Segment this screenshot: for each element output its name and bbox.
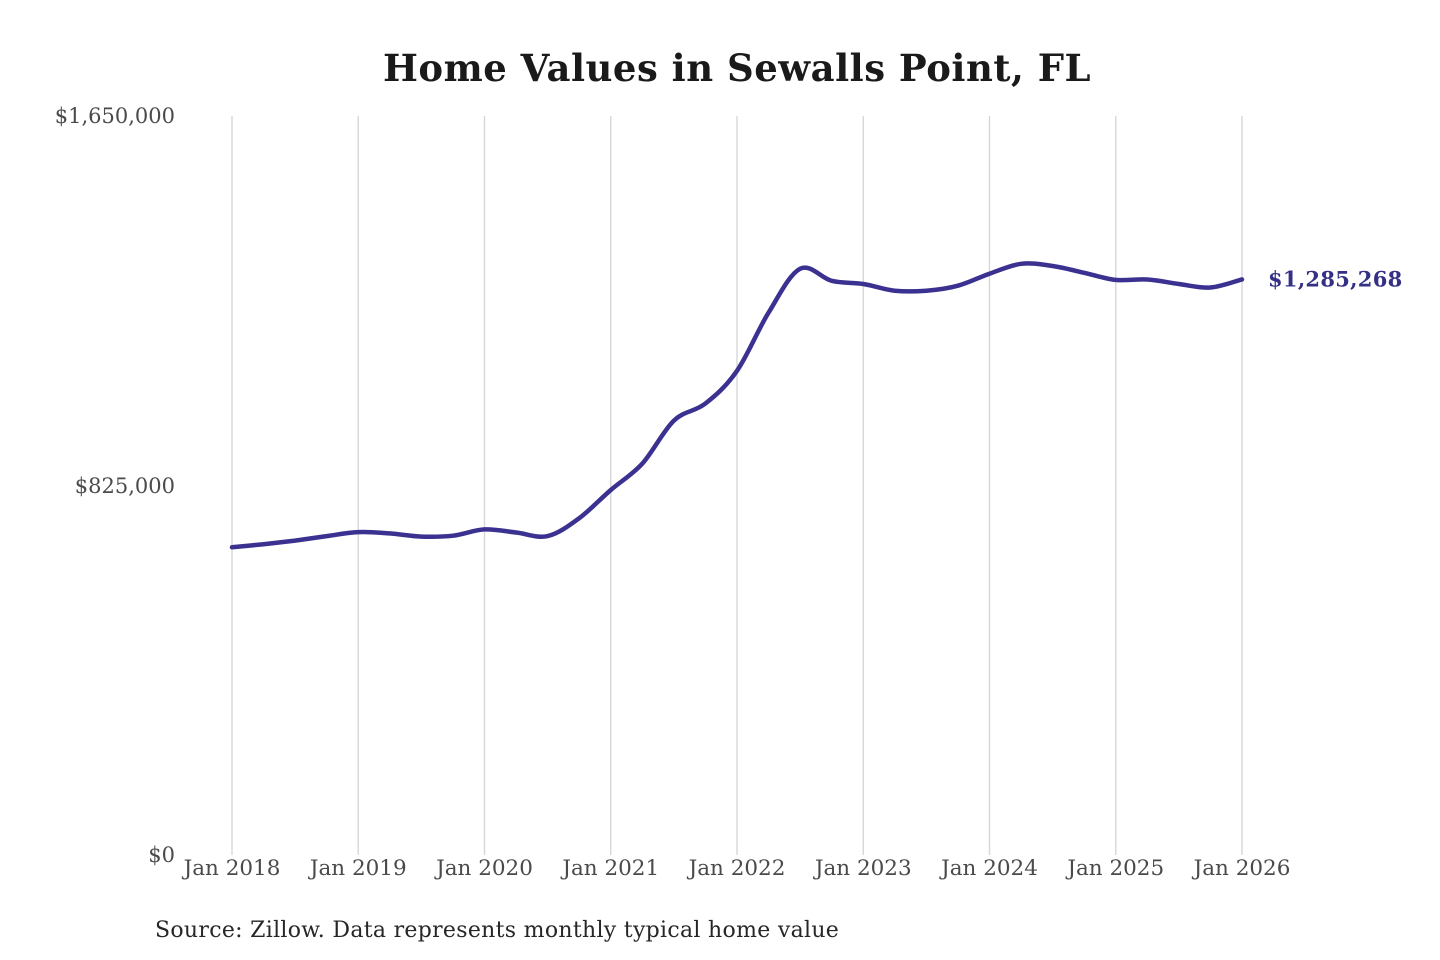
y-axis-tick-label: $825,000 xyxy=(74,473,175,498)
x-axis-tick-label: Jan 2021 xyxy=(562,856,660,881)
home-value-line xyxy=(229,261,1245,550)
x-axis-tick-label: Jan 2023 xyxy=(814,856,912,881)
x-axis-tick-label: Jan 2022 xyxy=(688,856,786,881)
x-axis-tick-label: Jan 2018 xyxy=(183,856,281,881)
x-axis-tick-label: Jan 2020 xyxy=(436,856,533,881)
source-note: Source: Zillow. Data represents monthly … xyxy=(155,918,840,943)
y-axis-tick-label: $0 xyxy=(148,843,175,867)
x-axis-tick-label: Jan 2025 xyxy=(1067,856,1165,881)
x-axis-tick-label: Jan 2024 xyxy=(941,856,1038,881)
latest-value-label: $1,285,268 xyxy=(1268,266,1403,292)
x-axis-tick-label: Jan 2019 xyxy=(309,856,407,881)
y-axis-tick-label: $1,650,000 xyxy=(54,104,175,128)
chart-title: Home Values in Sewalls Point, FL xyxy=(382,46,1092,90)
x-axis-tick-label: Jan 2026 xyxy=(1193,856,1291,881)
